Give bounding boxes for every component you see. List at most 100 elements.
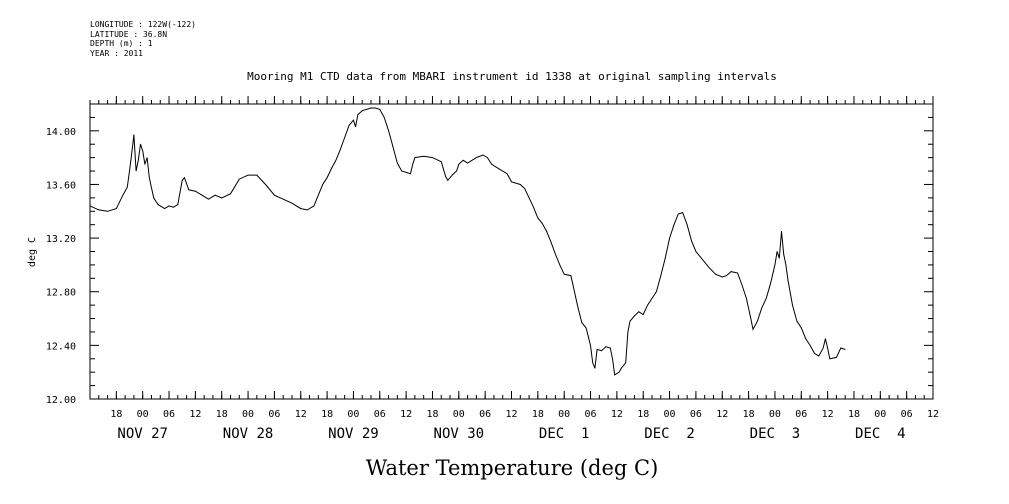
data-point: [482, 154, 484, 156]
data-point: [737, 272, 738, 274]
data-point: [142, 150, 144, 152]
data-point: [829, 358, 831, 360]
data-point: [173, 206, 174, 208]
data-point: [660, 275, 662, 276]
data-point: [353, 119, 354, 121]
data-point: [546, 231, 547, 232]
x-tick-label: 06: [479, 409, 491, 420]
x-tick-label: 18: [110, 409, 122, 420]
longitude-line: LONGITUDE : 122W(-122): [90, 20, 196, 29]
x-tick-label: 18: [848, 409, 860, 420]
data-point: [274, 194, 275, 196]
axes-group: 12.00 12.40 12.80 13.20 13.60 14.00 18 00 06 12 18…: [46, 96, 939, 442]
data-point: [131, 153, 133, 155]
x-tick-label: 06: [585, 409, 597, 420]
data-point: [647, 304, 648, 306]
data-point: [440, 161, 442, 163]
data-point: [822, 347, 824, 349]
data-point: [800, 327, 802, 329]
data-point: [609, 347, 611, 349]
data-point: [787, 280, 789, 282]
data-point: [291, 202, 293, 204]
data-point: [818, 355, 820, 357]
data-point: [313, 205, 315, 207]
data-point: [214, 194, 216, 196]
x-tick-label: 18: [426, 409, 438, 420]
x-tick-label: 00: [664, 409, 676, 420]
data-point: [208, 198, 209, 200]
series-line: [89, 107, 846, 376]
data-point: [796, 320, 798, 322]
data-point: [177, 204, 179, 206]
x-tick-label: 12: [400, 409, 412, 420]
data-point: [752, 328, 754, 330]
data-point: [256, 174, 258, 176]
x-tick-label: 18: [637, 409, 649, 420]
x-tick-label: 00: [453, 409, 465, 420]
y-tick-label: 12.40: [46, 341, 76, 352]
data-point: [456, 170, 457, 172]
data-point: [126, 186, 128, 188]
data-point: [656, 291, 657, 293]
data-point: [559, 264, 561, 266]
data-point: [491, 163, 493, 165]
data-point: [306, 209, 308, 211]
data-point: [140, 143, 141, 145]
data-point: [122, 194, 124, 196]
data-point: [300, 208, 302, 210]
x-day-label: NOV 28: [223, 426, 274, 442]
data-point: [581, 322, 583, 323]
data-point: [221, 197, 223, 199]
data-point: [708, 267, 710, 268]
data-point: [144, 163, 146, 165]
data-point: [590, 345, 591, 346]
x-tick-label: 18: [216, 409, 228, 420]
data-point: [825, 338, 826, 340]
x-day-label: NOV 30: [434, 426, 485, 442]
x-tick-label: 06: [163, 409, 175, 420]
data-point: [388, 130, 389, 132]
data-point: [322, 184, 324, 185]
data-point: [792, 304, 793, 306]
data-point: [761, 307, 763, 309]
data-point: [519, 184, 521, 185]
data-point: [629, 320, 631, 322]
data-point: [572, 284, 574, 286]
data-point: [730, 271, 732, 272]
metadata-block: LONGITUDE : 122W(-122) LATITUDE : 36.8N …: [90, 20, 196, 58]
x-axis-label: Water Temperature (deg C): [366, 456, 659, 480]
data-point: [541, 222, 543, 224]
data-point: [625, 362, 627, 364]
data-point: [445, 176, 446, 177]
x-day-label: DEC 3: [750, 426, 801, 442]
data-point: [133, 134, 135, 136]
data-point: [805, 338, 807, 340]
x-tick-label: 06: [690, 409, 702, 420]
data-point: [757, 320, 758, 322]
data-point: [695, 251, 697, 252]
x-tick-label: 00: [769, 409, 781, 420]
data-point: [673, 224, 675, 226]
latitude-line: LATITUDE : 36.8N: [90, 29, 168, 39]
data-point: [704, 261, 706, 263]
data-point: [432, 157, 433, 159]
x-tick-label: 00: [874, 409, 886, 420]
x-tick-label: 00: [242, 409, 254, 420]
chart-title: Mooring M1 CTD data from MBARI instrumen…: [247, 70, 777, 83]
x-tick-label: 00: [137, 409, 149, 420]
data-point: [570, 275, 572, 276]
data-point: [107, 210, 108, 212]
data-point: [414, 157, 416, 159]
x-tick-label: 12: [505, 409, 517, 420]
x-tick-label: 00: [558, 409, 570, 420]
data-point: [781, 231, 782, 232]
x-tick-label: 18: [532, 409, 544, 420]
data-point: [726, 275, 727, 276]
data-point: [458, 163, 460, 165]
data-point: [592, 362, 594, 364]
data-point: [577, 304, 578, 306]
data-point: [537, 217, 539, 219]
x-tick-label: 00: [347, 409, 359, 420]
data-point: [339, 149, 341, 151]
